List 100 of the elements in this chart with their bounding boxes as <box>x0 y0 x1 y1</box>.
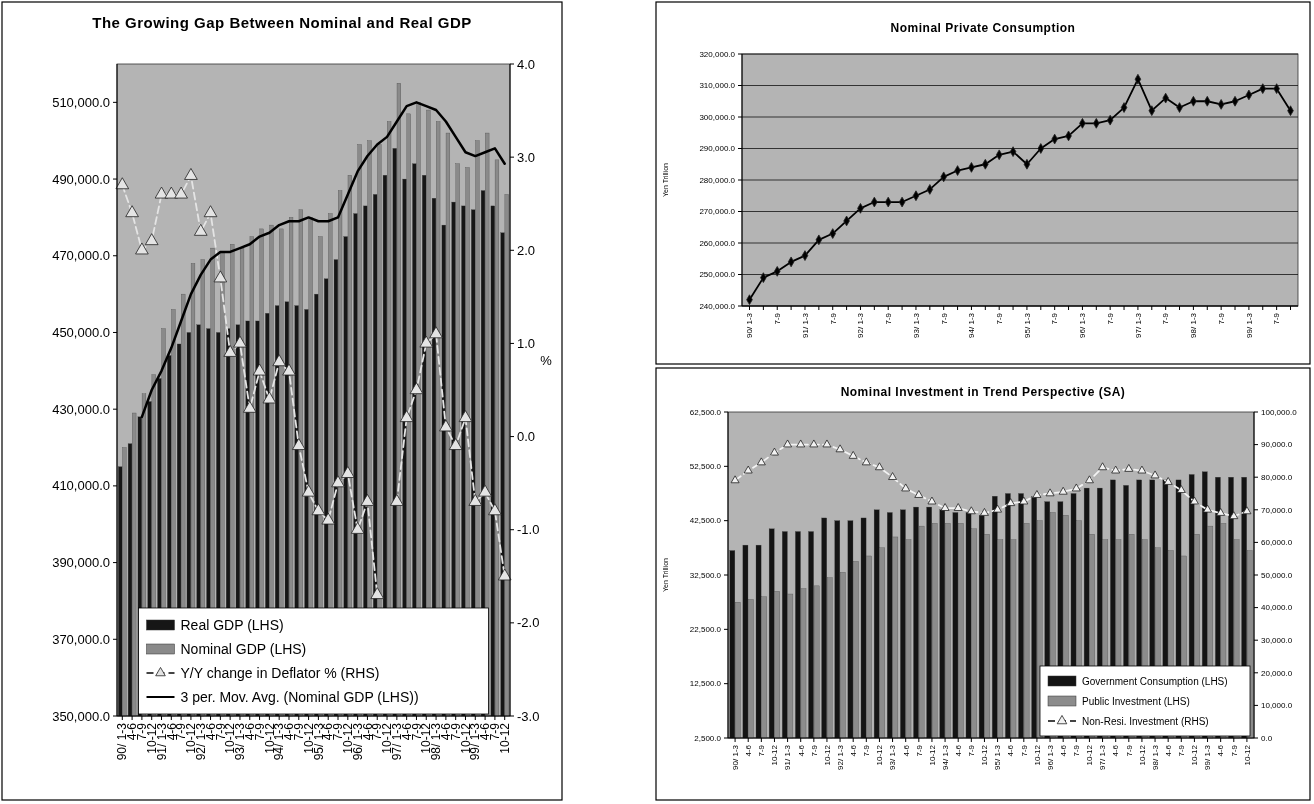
x-tick-label: 4-6 <box>901 744 911 757</box>
x-tick-label: 96/ 1-3 <box>1045 744 1055 770</box>
y-tick-label: 290,000.0 <box>699 144 736 154</box>
x-tick-label: 10-12 <box>770 744 780 766</box>
x-tick-label: 93/ 1-3 <box>888 744 898 770</box>
legend-label: Public Investment (LHS) <box>1082 695 1190 707</box>
y2-tick-label: -1.0 <box>517 522 540 538</box>
x-tick-label: 7-9 <box>1050 312 1060 325</box>
x-tick-label: 7-9 <box>1105 312 1115 325</box>
chart-title: The Growing Gap Between Nominal and Real GDP <box>92 14 472 31</box>
y2-tick-label: 2.0 <box>517 242 536 258</box>
y-tick-label: 240,000.0 <box>699 301 736 311</box>
x-tick-label: 93/ 1-3 <box>911 312 921 338</box>
y2-tick-label: 20,000.0 <box>1261 668 1293 678</box>
y-tick-label: 270,000.0 <box>699 207 736 217</box>
y2-axis-title: % <box>540 353 553 368</box>
x-tick-label: 10-12 <box>1137 744 1147 766</box>
y2-tick-label: -3.0 <box>517 708 540 724</box>
y2-tick-label: 50,000.0 <box>1261 570 1293 580</box>
x-tick-label: 90/ 1-3 <box>730 744 740 770</box>
y2-tick-label: 3.0 <box>517 149 536 165</box>
y-tick-label: 12,500.0 <box>689 679 722 689</box>
x-tick-label: 4-6 <box>1216 744 1226 757</box>
x-tick-label: 94/ 1-3 <box>940 744 950 770</box>
x-tick-label: 99/ 1-3 <box>1203 744 1213 770</box>
y2-tick-label: 60,000.0 <box>1261 538 1293 548</box>
y-tick-label: 390,000.0 <box>52 555 110 571</box>
legend-label: Nominal GDP (LHS) <box>180 640 307 657</box>
x-tick-label: 7-9 <box>967 744 977 757</box>
y-tick-label: 250,000.0 <box>699 270 736 280</box>
x-tick-label: 4-6 <box>796 744 806 757</box>
x-tick-label: 99/ 1-3 <box>1244 312 1254 338</box>
x-tick-label: 4-6 <box>1111 744 1121 757</box>
y-tick-label: 42,500.0 <box>689 516 722 526</box>
x-tick-label: 92/ 1-3 <box>835 744 845 770</box>
y-tick-label: 22,500.0 <box>689 625 722 635</box>
y2-tick-label: 1.0 <box>517 335 536 351</box>
x-tick-label: 7-9 <box>1216 312 1226 325</box>
y-tick-label: 410,000.0 <box>52 478 110 494</box>
x-tick-label: 7-9 <box>809 744 819 757</box>
y-tick-label: 62,500.0 <box>689 407 722 417</box>
x-tick-label: 7-9 <box>1072 744 1082 757</box>
x-tick-label: 95/ 1-3 <box>993 744 1003 770</box>
chart-title: Nominal Investment in Trend Perspective (SA) <box>840 385 1126 399</box>
x-tick-label: 7-9 <box>757 744 767 757</box>
y-tick-label: 320,000.0 <box>699 49 736 59</box>
x-tick-label: 97/ 1-3 <box>1098 744 1108 770</box>
x-tick-label: 4-6 <box>1006 744 1016 757</box>
legend-label: Government Consumption (LHS) <box>1082 675 1228 687</box>
y-tick-label: 310,000.0 <box>699 81 736 91</box>
x-tick-label: 10-12 <box>1190 744 1200 766</box>
y2-tick-label: 4.0 <box>517 56 536 72</box>
y-tick-label: 32,500.0 <box>689 570 722 580</box>
y2-tick-label: 100,000.0 <box>1261 407 1298 417</box>
x-tick-label: 4-6 <box>953 744 963 757</box>
y2-tick-label: 0.0 <box>517 429 536 445</box>
x-tick-label: 4-6 <box>1163 744 1173 757</box>
x-tick-label: 4-6 <box>744 744 754 757</box>
x-tick-label: 98/ 1-3 <box>1189 312 1199 338</box>
x-tick-label: 7-9 <box>1161 312 1171 325</box>
x-tick-label: 4-6 <box>1058 744 1068 757</box>
y-tick-label: 260,000.0 <box>699 238 736 248</box>
x-tick-label: 7-9 <box>1124 744 1134 757</box>
y2-tick-label: 10,000.0 <box>1261 701 1293 711</box>
x-tick-label: 7-9 <box>914 744 924 757</box>
y-tick-label: 52,500.0 <box>689 462 722 472</box>
y2-tick-label: 70,000.0 <box>1261 505 1293 515</box>
x-tick-label: 91/ 1-3 <box>783 744 793 770</box>
x-tick-label: 10-12 <box>822 744 832 766</box>
legend-label: Real GDP (LHS) <box>180 616 284 633</box>
y2-tick-label: 0.0 <box>1261 733 1273 743</box>
y-tick-label: 300,000.0 <box>699 112 736 122</box>
x-tick-label: 10-12 <box>980 744 990 766</box>
y2-tick-label: -2.0 <box>517 615 540 631</box>
x-tick-label: 95/ 1-3 <box>1022 312 1032 338</box>
y2-tick-label: 90,000.0 <box>1261 440 1293 450</box>
x-tick-label: 97/ 1-3 <box>1133 312 1143 338</box>
x-tick-label: 10-12 <box>927 744 937 766</box>
x-tick-label: 96/ 1-3 <box>1078 312 1088 338</box>
x-tick-label: 7-9 <box>939 312 949 325</box>
legend-label: Non-Resi. Investment (RHS) <box>1082 715 1209 727</box>
x-tick-label: 4-6 <box>849 744 858 757</box>
y2-tick-label: 80,000.0 <box>1261 473 1293 482</box>
x-tick-label: 7-9 <box>773 312 783 325</box>
y-tick-label: 510,000.0 <box>52 94 110 110</box>
x-tick-label: 94/ 1-3 <box>967 312 977 338</box>
y-tick-label: 280,000.0 <box>699 175 736 185</box>
x-tick-label: 7-9 <box>862 744 872 757</box>
y2-tick-label: 40,000.0 <box>1261 603 1293 613</box>
y-tick-label: 470,000.0 <box>52 248 110 264</box>
x-tick-label: 90/ 1-3 <box>745 312 755 338</box>
y-tick-label: 2,500.0 <box>694 733 722 743</box>
x-tick-label: 98/ 1-3 <box>1150 744 1160 770</box>
x-tick-label: 7-9 <box>884 312 894 325</box>
y-tick-label: 430,000.0 <box>52 401 110 417</box>
x-tick-label: 10-12 <box>1242 744 1252 766</box>
x-tick-label: 7-9 <box>828 312 838 325</box>
y-tick-label: 450,000.0 <box>52 325 110 341</box>
legend-label: Y/Y change in Deflator % (RHS) <box>180 664 380 681</box>
x-tick-label: 91/ 1-3 <box>800 312 810 338</box>
